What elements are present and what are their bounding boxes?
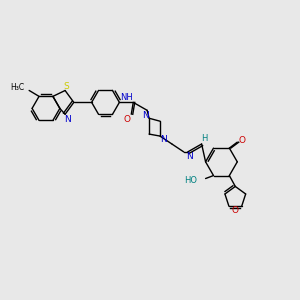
- Text: N: N: [160, 134, 167, 143]
- Text: S: S: [63, 82, 69, 91]
- Text: O: O: [124, 115, 131, 124]
- Text: O: O: [232, 206, 239, 214]
- Text: N: N: [142, 111, 148, 120]
- Text: H: H: [201, 134, 208, 142]
- Text: N: N: [186, 152, 193, 161]
- Text: H₃C: H₃C: [10, 83, 24, 92]
- Text: O: O: [239, 136, 246, 145]
- Text: NH: NH: [120, 93, 133, 102]
- Text: N: N: [64, 115, 70, 124]
- Text: HO: HO: [184, 176, 197, 185]
